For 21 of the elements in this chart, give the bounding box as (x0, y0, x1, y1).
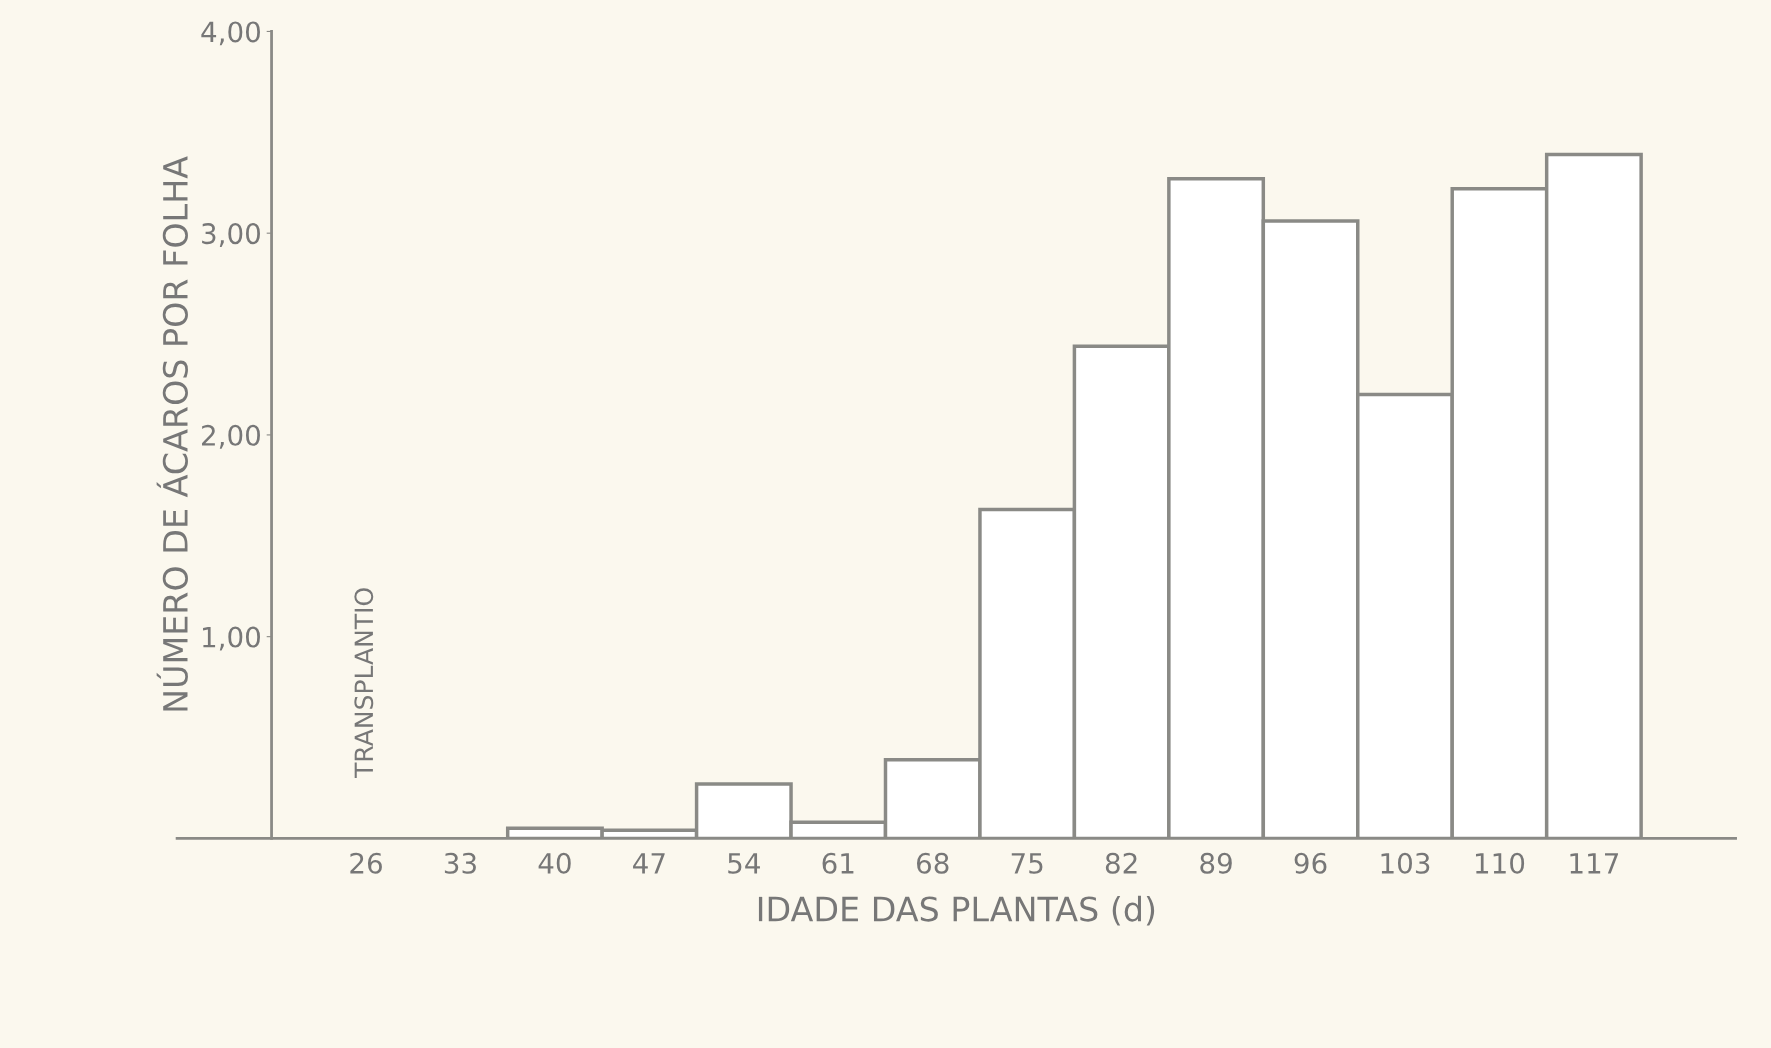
y-tick-label: 3,00 (202, 223, 260, 247)
x-tick-label: 68 (916, 852, 949, 874)
y-axis-title: NÚMERO DE ÁCAROS POR FOLHA (156, 156, 188, 711)
x-tick-label: 110 (1475, 852, 1525, 874)
annotation: TRANSPLANTIO (354, 588, 374, 778)
y-tick-label: 4,00 (201, 21, 260, 46)
x-tick-label: 33 (444, 852, 476, 874)
y-tick-label: 2,00 (202, 424, 260, 449)
x-tick-label: 89 (1200, 852, 1232, 874)
x-tick-label: 61 (822, 852, 854, 874)
x-tick-label: 75 (1011, 853, 1043, 874)
x-tick-label: 117 (1570, 853, 1619, 874)
x-tick-label: 103 (1381, 852, 1430, 874)
x-tick-label: 26 (350, 852, 382, 874)
x-tick-label: 96 (1294, 852, 1327, 874)
x-tick-label: 40 (538, 852, 571, 874)
x-tick-label: 47 (633, 853, 665, 874)
x-tick-label: 82 (1105, 852, 1137, 874)
y-tick-label: 1,00 (203, 626, 260, 651)
x-tick-label: 54 (728, 853, 760, 874)
x-axis-title: IDADE DAS PLANTAS (d) (758, 895, 1155, 926)
